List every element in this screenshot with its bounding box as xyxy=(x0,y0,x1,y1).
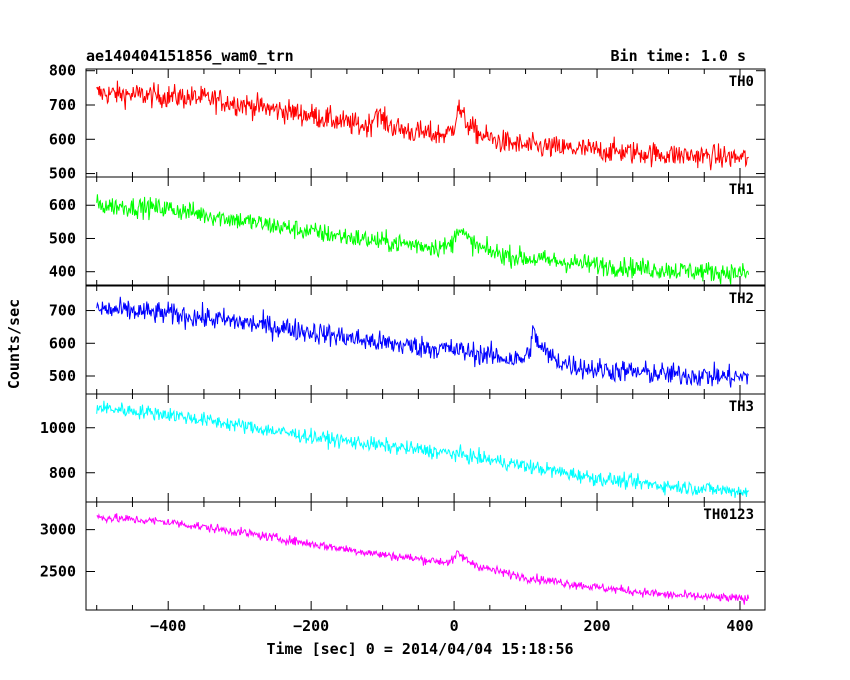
y-tick-label: 700 xyxy=(49,96,76,114)
panel-name-label: TH1 xyxy=(729,182,754,198)
series-line-th1 xyxy=(96,194,750,285)
x-tick-label: 400 xyxy=(726,617,753,635)
panel-frame xyxy=(85,176,766,286)
y-tick-label: 1000 xyxy=(40,419,76,437)
panel-frame xyxy=(85,285,766,395)
y-tick-label: 600 xyxy=(49,334,76,352)
series-line-th0123 xyxy=(96,513,750,605)
panel-th0123: 2500 3000 TH0123 xyxy=(40,501,766,611)
y-tick-label: 600 xyxy=(49,130,76,148)
y-tick-label: 3000 xyxy=(40,521,76,539)
panel-name-label: TH3 xyxy=(729,399,754,415)
panel-frame xyxy=(85,68,766,178)
panel-name-label: TH2 xyxy=(729,291,754,307)
panels-group: 500 600 700 800 TH0 400 500 600 TH1 500 600 700 TH2 8… xyxy=(40,62,766,635)
x-tick-label: −200 xyxy=(293,617,329,635)
panel-th3: 800 1000 TH3 xyxy=(40,393,766,503)
panel-th0: 500 600 700 800 TH0 xyxy=(49,62,766,183)
y-tick-label: 800 xyxy=(49,62,76,80)
x-axis-label: Time [sec] 0 = 2014/04/04 15:18:56 xyxy=(266,640,573,658)
bin-time-label: Bin time: 1.0 s xyxy=(611,47,746,65)
panel-name-label: TH0123 xyxy=(703,507,754,523)
y-tick-label: 600 xyxy=(49,196,76,214)
series-line-th3 xyxy=(96,400,750,498)
panel-th2: 500 600 700 TH2 xyxy=(49,285,766,395)
y-tick-label: 2500 xyxy=(40,562,76,580)
x-tick-label: −400 xyxy=(150,617,186,635)
y-tick-label: 500 xyxy=(49,367,76,385)
y-tick-label: 400 xyxy=(49,263,76,281)
y-axis-label: Counts/sec xyxy=(5,299,23,389)
series-line-th0 xyxy=(96,80,749,171)
y-tick-label: 700 xyxy=(49,302,76,320)
panel-frame xyxy=(85,501,766,611)
chart-title: ae140404151856_wam0_trn xyxy=(86,47,294,65)
y-tick-label: 800 xyxy=(49,464,76,482)
series-line-th2 xyxy=(96,296,750,388)
y-tick-label: 500 xyxy=(49,165,76,183)
x-tick-label: 200 xyxy=(583,617,610,635)
x-tick-label: 0 xyxy=(450,617,459,635)
panel-th1: 400 500 600 TH1 xyxy=(49,176,766,286)
y-tick-label: 500 xyxy=(49,229,76,247)
panel-name-label: TH0 xyxy=(729,74,754,90)
